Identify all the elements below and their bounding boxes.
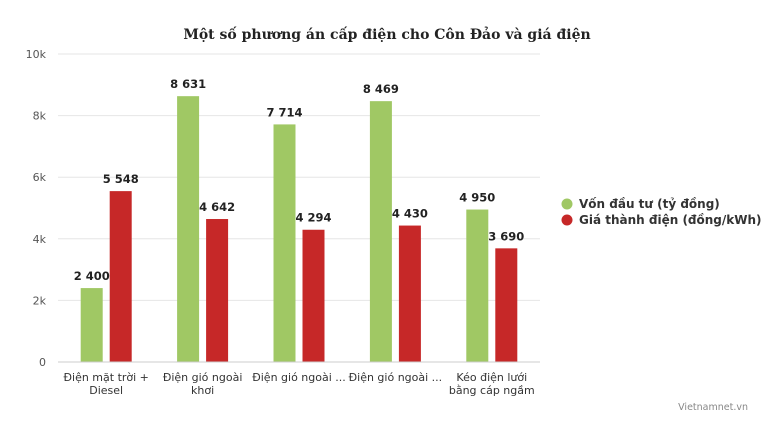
- x-category-label: Điện gió ngoài ...: [349, 371, 443, 384]
- chart-title: Một số phương án cấp điện cho Côn Đảo và…: [183, 25, 590, 43]
- y-tick-label: 6k: [33, 171, 47, 184]
- y-tick-label: 8k: [33, 110, 47, 123]
- source-credit: Vietnamnet.vn: [678, 402, 748, 413]
- legend-label: Giá thành điện (đồng/kWh): [579, 213, 762, 227]
- legend-marker: [561, 198, 573, 210]
- bar-investment: [273, 124, 296, 362]
- data-label: 4 950: [459, 191, 495, 205]
- bar-investment: [177, 96, 200, 363]
- data-label: 4 294: [295, 211, 331, 225]
- data-label: 4 642: [199, 200, 235, 214]
- x-category-label: bằng cáp ngầm: [449, 384, 535, 397]
- bar-price: [206, 219, 229, 362]
- y-tick-label: 0: [39, 356, 46, 369]
- bar-price: [495, 248, 518, 362]
- y-tick-label: 4k: [33, 233, 47, 246]
- data-label: 4 430: [392, 207, 428, 221]
- bar-investment: [80, 288, 103, 362]
- x-category-label: khơi: [191, 384, 214, 397]
- bar-price: [398, 225, 421, 362]
- bar-investment: [466, 209, 489, 362]
- data-label: 5 548: [103, 172, 139, 186]
- data-label: 8 631: [170, 77, 206, 91]
- data-label: 3 690: [488, 229, 524, 243]
- bar-investment: [369, 101, 392, 363]
- x-category-label: Kéo điện lưới: [456, 371, 527, 384]
- x-category-label: Điện gió ngoài ...: [252, 371, 346, 384]
- x-category-label: Diesel: [89, 384, 123, 397]
- grid: 0 2k 4k 6k 8k 10k: [26, 48, 540, 369]
- data-label: 2 400: [74, 269, 110, 283]
- y-tick-label: 2k: [33, 294, 47, 307]
- data-label: 8 469: [363, 82, 399, 96]
- data-labels: 2 400 5 548 8 631 4 642 7 714 4 294 8 469 4 430…: [74, 77, 525, 283]
- legend-marker: [561, 214, 573, 226]
- legend: Vốn đầu tư (tỷ đồng) Giá thành điện (đồng…: [561, 197, 762, 227]
- legend-label: Vốn đầu tư (tỷ đồng): [579, 197, 720, 211]
- y-tick-label: 10k: [26, 48, 47, 61]
- x-category-label: Điện mặt trời +: [63, 371, 148, 384]
- bars: [80, 96, 518, 363]
- x-category-label: Điện gió ngoài: [163, 371, 243, 384]
- data-label: 7 714: [266, 105, 302, 119]
- bar-price: [302, 229, 325, 362]
- bar-price: [109, 191, 132, 362]
